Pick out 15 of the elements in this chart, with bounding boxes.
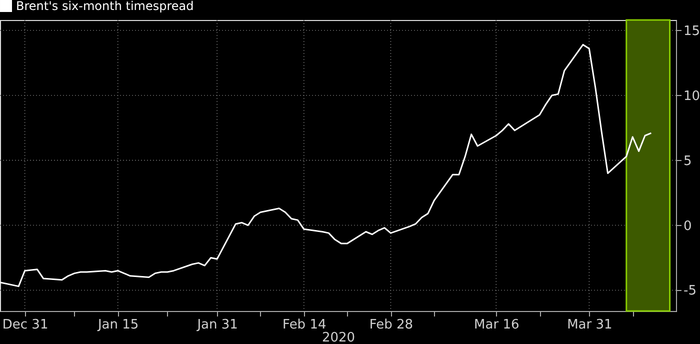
x-tick-label: Jan 31 <box>196 318 238 332</box>
x-axis-title: 2020 <box>322 330 356 344</box>
x-tick-label: Mar 16 <box>474 318 520 332</box>
legend-label: Brent's six-month timespread <box>16 0 194 13</box>
x-tick-label: Jan 15 <box>96 318 139 332</box>
y-tick-label: -5 <box>684 284 696 299</box>
x-tick-label: Mar 31 <box>567 318 612 332</box>
y-tick-label: 5 <box>684 154 692 169</box>
x-tick-label: Dec 31 <box>2 318 48 332</box>
y-tick-label: 10 <box>684 88 700 104</box>
y-tick-label: 0 <box>684 218 692 234</box>
line-series <box>0 44 652 288</box>
x-tick-label: Feb 28 <box>369 318 414 332</box>
y-tick-label: 15 <box>684 24 700 39</box>
x-tick-label: Feb 14 <box>282 318 326 332</box>
